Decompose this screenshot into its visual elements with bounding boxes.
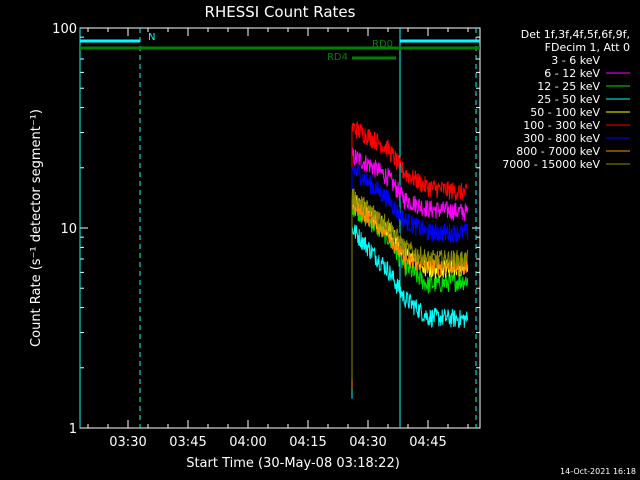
x-tick-label: 04:15 <box>289 435 326 450</box>
y-tick-label: 1 <box>69 422 77 437</box>
series-line <box>351 165 469 352</box>
x-tick-label: 04:45 <box>409 435 446 450</box>
flag-bar-label: RD0 <box>372 39 393 50</box>
legend-label: 3 - 6 keV <box>551 54 600 67</box>
chart-title: RHESSI Count Rates <box>205 3 356 21</box>
series-line <box>351 179 469 372</box>
legend: Det 1f,3f,4f,5f,6f,9f,FDecim 1, Att 03 -… <box>502 28 630 171</box>
y-tick-label: 10 <box>60 222 77 237</box>
legend-label: 800 - 7000 keV <box>516 145 600 158</box>
x-tick-label: 04:30 <box>349 435 386 450</box>
series-line <box>351 147 469 340</box>
legend-label: 25 - 50 keV <box>537 93 600 106</box>
y-tick-label: 100 <box>52 22 77 37</box>
series-line <box>351 224 469 399</box>
x-tick-label: 04:00 <box>229 435 266 450</box>
legend-label: 12 - 25 keV <box>537 80 600 93</box>
legend-label: 100 - 300 keV <box>523 119 600 132</box>
footer-timestamp: 14-Oct-2021 16:18 <box>560 467 636 476</box>
y-axis-label: Count Rate (s⁻¹ detector segment⁻¹) <box>29 109 44 347</box>
plot-area: 1 10 100 03:30 03:45 04:00 04:15 04:30 04:45 N RD0… <box>52 22 481 450</box>
legend-header: FDecim 1, Att 0 <box>545 41 630 54</box>
x-tick-label: 03:30 <box>109 435 146 450</box>
flag-bar-label: RD4 <box>327 52 348 63</box>
x-tick-label: 03:45 <box>169 435 206 450</box>
legend-label: 6 - 12 keV <box>544 67 600 80</box>
legend-label: 50 - 100 keV <box>530 106 600 119</box>
series-line <box>351 199 469 390</box>
legend-label: 7000 - 15000 keV <box>502 158 600 171</box>
x-axis-label: Start Time (30-May-08 03:18:22) <box>186 456 400 471</box>
legend-header: Det 1f,3f,4f,5f,6f,9f, <box>521 28 630 41</box>
series-line <box>351 188 469 380</box>
legend-label: 300 - 800 keV <box>523 132 600 145</box>
flag-bar-label: N <box>148 32 155 43</box>
series-line <box>351 120 468 312</box>
